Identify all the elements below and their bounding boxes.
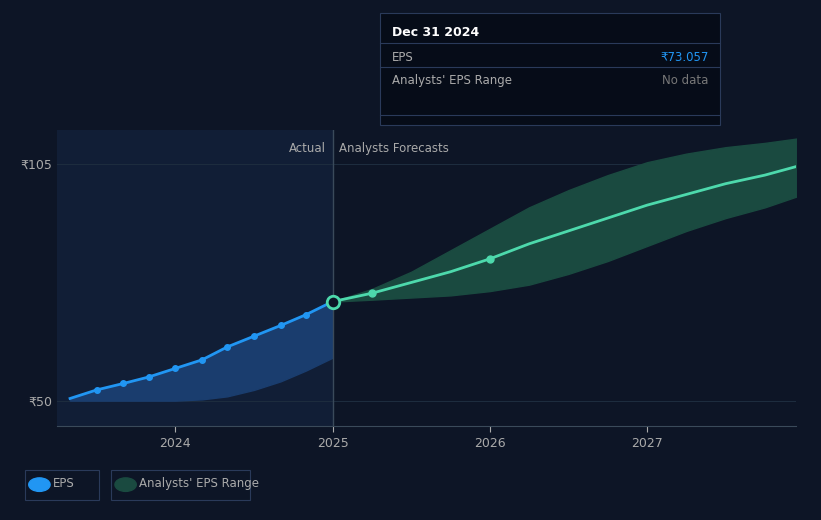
Text: Actual: Actual xyxy=(289,142,326,155)
Text: EPS: EPS xyxy=(53,477,74,490)
Text: Analysts' EPS Range: Analysts' EPS Range xyxy=(139,477,259,490)
Text: EPS: EPS xyxy=(392,50,413,63)
Text: Analysts Forecasts: Analysts Forecasts xyxy=(339,142,449,155)
Text: No data: No data xyxy=(663,74,709,87)
Bar xyxy=(57,130,333,426)
Text: Dec 31 2024: Dec 31 2024 xyxy=(392,26,479,40)
Text: ₹73.057: ₹73.057 xyxy=(660,50,709,63)
Text: Analysts' EPS Range: Analysts' EPS Range xyxy=(392,74,511,87)
